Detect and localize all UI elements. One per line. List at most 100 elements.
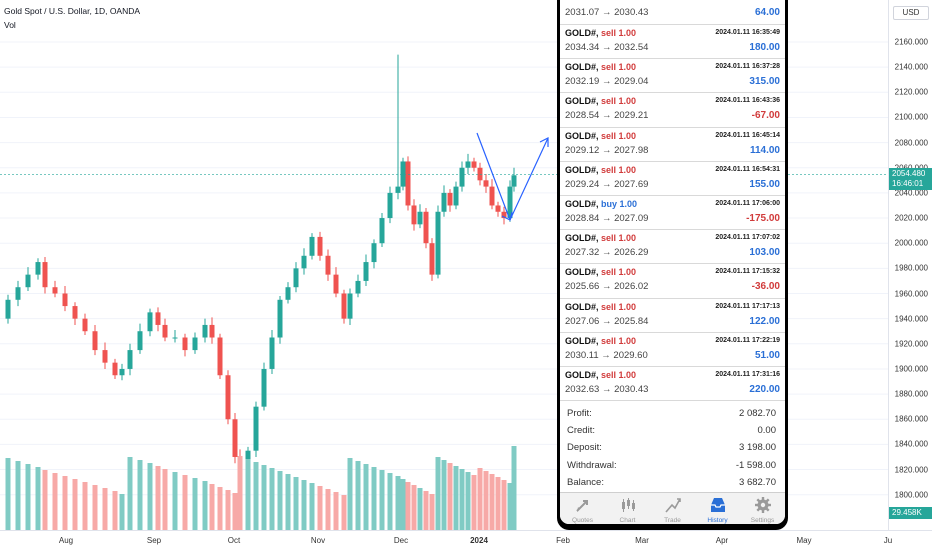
candle-body	[137, 331, 143, 351]
volume-bar	[423, 491, 429, 530]
trade-row[interactable]: GOLD#, sell 1.00 2024.01.11 17:17:13 2027.…	[560, 299, 785, 333]
candle-body	[72, 306, 78, 319]
price-tick-label: 2080.000	[894, 138, 928, 148]
history-inbox-icon	[710, 498, 725, 512]
tab-trade[interactable]: Trade	[650, 493, 695, 524]
price-axis[interactable]: USD 2160.000 2140.000 2120.000 2100.000 2080…	[888, 0, 932, 530]
volume-bar	[411, 485, 417, 530]
trade-profit: -36.00	[751, 281, 780, 293]
tab-chart[interactable]: Chart	[605, 493, 650, 524]
candle-body	[489, 186, 495, 206]
volume-bar	[209, 484, 215, 530]
trade-row[interactable]: GOLD#, sell 1.00 2024.01.11 17:31:16 2032.…	[560, 367, 785, 402]
volume-bar	[119, 494, 125, 530]
arrow-head	[539, 137, 549, 147]
volume-bar	[52, 473, 58, 530]
tab-history[interactable]: History	[695, 493, 740, 524]
volume-bar	[387, 473, 393, 530]
volume-bar	[317, 486, 323, 530]
trade-row[interactable]: GOLD#, sell 1.00 2024.01.11 17:22:19 2030.…	[560, 333, 785, 367]
tab-quotes[interactable]: Quotes	[560, 493, 605, 524]
volume-bar	[293, 477, 299, 530]
trade-symbol-name: GOLD#,	[565, 62, 599, 73]
volume-bar	[269, 468, 275, 530]
candle-body	[395, 186, 401, 193]
volume-bar	[447, 463, 453, 530]
trade-row[interactable]: GOLD#, sell 1.00 2024.01.11 16:35:49 2034.…	[560, 25, 785, 60]
tab-settings[interactable]: Settings	[740, 493, 785, 524]
trade-time: 2024.01.11 16:35:49	[715, 29, 780, 36]
candle-body	[112, 362, 118, 376]
trade-history-list[interactable]: GOLD#, sell 1.00 2024.01.11 16:35:49 2034.…	[560, 25, 785, 402]
price-tick-label: 2160.000	[894, 37, 928, 47]
trade-prices: 2027.32 → 2026.29	[565, 247, 649, 259]
price-tick-label: 1960.000	[894, 289, 928, 298]
volume-bar	[5, 458, 11, 530]
candle-body	[5, 299, 11, 319]
trade-symbol-name: GOLD#,	[565, 164, 599, 175]
price-tick-label: 1840.000	[894, 439, 928, 449]
currency-selector[interactable]: USD	[893, 6, 929, 20]
time-tick-label: May	[796, 536, 812, 545]
summary-deposit-row: Deposit: 3 198.00	[567, 442, 776, 454]
trade-prices: 2028.84 → 2027.09	[565, 212, 649, 224]
symbol-title: Gold Spot / U.S. Dollar, 1D, OANDA	[4, 6, 141, 16]
trade-prices: 2029.24 → 2027.69	[565, 178, 649, 190]
trade-row[interactable]: GOLD#, sell 1.00 2024.01.11 16:45:14 2029.…	[560, 128, 785, 162]
trade-row[interactable]: GOLD#, sell 1.00 2024.01.11 16:54:31 2029.…	[560, 162, 785, 196]
trade-time: 2024.01.11 16:37:28	[715, 63, 780, 71]
trade-symbol-name: GOLD#,	[565, 96, 599, 107]
trade-profit: 114.00	[749, 144, 780, 156]
time-axis[interactable]: Aug Sep Oct Nov Dec 2024 Feb Mar Apr May Ju	[0, 530, 932, 550]
volume-bar	[25, 464, 31, 530]
volume-bar	[277, 471, 283, 530]
volume-bar	[417, 488, 423, 530]
candle-body	[119, 368, 125, 376]
trade-prices: 2028.54 → 2029.21	[565, 110, 649, 122]
candle-body	[379, 218, 385, 244]
volume-bar	[192, 478, 198, 530]
gear-icon	[754, 497, 771, 513]
trade-time: 2024.01.11 16:54:31	[715, 165, 780, 173]
volume-bar	[112, 491, 118, 530]
trade-profit: 315.00	[749, 76, 780, 88]
candle-body	[341, 293, 347, 319]
trade-side: sell 1.00	[601, 96, 637, 107]
candle-body	[417, 211, 423, 225]
candle-body	[245, 450, 251, 464]
time-tick-label: Sep	[146, 536, 162, 545]
summary-balance-row: Balance: 3 682.70	[567, 476, 776, 488]
candle-body	[363, 262, 369, 281]
trade-row[interactable]: GOLD#, sell 1.00 2024.01.11 16:37:28 2032.…	[560, 59, 785, 94]
trade-row-partial[interactable]: 2031.07 → 2030.43 64.00	[560, 0, 785, 25]
volume-bar	[395, 476, 401, 530]
volume-label: Vol	[4, 20, 16, 30]
price-tick-label: 1900.000	[894, 364, 928, 374]
volume-bar	[182, 475, 188, 530]
volume-bar	[237, 456, 243, 530]
trade-prices: 2027.06 → 2025.84	[565, 315, 649, 327]
trade-row[interactable]: GOLD#, buy 1.00 2024.01.11 17:06:00 2028.8…	[560, 196, 785, 231]
volume-bar	[501, 480, 507, 530]
candle-body	[347, 293, 353, 319]
trade-row[interactable]: GOLD#, sell 1.00 2024.01.11 16:43:36 2028.…	[560, 93, 785, 128]
price-tick-label: 2120.000	[894, 87, 928, 97]
trade-row[interactable]: GOLD#, sell 1.00 2024.01.11 17:15:32 2025.…	[560, 264, 785, 299]
price-tick-label: 2000.000	[894, 238, 928, 248]
volume-bar	[285, 474, 291, 530]
price-tick-label: 2060.000	[895, 163, 928, 172]
trade-time: 2024.01.11 17:15:32	[715, 268, 780, 276]
time-tick-label: Oct	[227, 536, 241, 545]
trade-symbol-name: GOLD#,	[565, 301, 599, 312]
candle-body	[301, 255, 307, 269]
trade-row[interactable]: GOLD#, sell 1.00 2024.01.11 17:07:02 2027.…	[560, 230, 785, 265]
candle-body	[182, 337, 188, 351]
volume-bar	[127, 457, 133, 530]
price-tick-label: 1920.000	[894, 339, 928, 349]
volume-bar	[155, 466, 161, 530]
volume-bar	[62, 476, 68, 530]
price-tick-label: 1940.000	[894, 314, 928, 324]
last-price-tag: 2054.480 16:46:01	[889, 168, 932, 190]
price-tick-label: 2100.000	[894, 112, 928, 122]
candle-body	[495, 205, 501, 212]
